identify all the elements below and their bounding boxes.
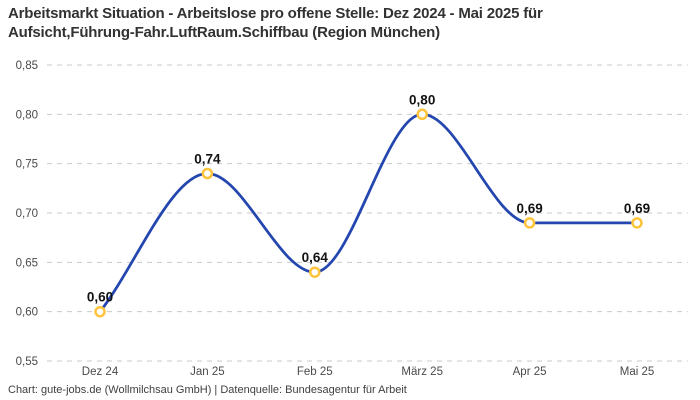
y-tick-label: 0,85 (16, 60, 38, 72)
data-point-label: 0,60 (87, 290, 113, 305)
data-point-marker[interactable] (94, 305, 106, 318)
y-tick-label: 0,75 (16, 159, 38, 171)
data-point-marker[interactable] (201, 167, 214, 180)
data-point-label: 0,69 (624, 201, 650, 216)
data-point-label: 0,80 (409, 92, 435, 107)
x-tick-label: Dez 24 (82, 366, 119, 378)
chart-attribution: Chart: gute-jobs.de (Wollmilchsau GmbH) … (8, 384, 407, 396)
y-tick-label: 0,65 (16, 257, 38, 269)
data-point-label: 0,64 (302, 250, 329, 265)
x-tick-label: März 25 (401, 366, 443, 378)
x-tick-label: Apr 25 (513, 366, 547, 378)
data-point-marker[interactable] (416, 108, 428, 121)
y-tick-label: 0,70 (16, 208, 38, 220)
chart-title: Arbeitsmarkt Situation - Arbeitslose pro… (8, 5, 543, 41)
x-tick-label: Mai 25 (620, 366, 655, 378)
x-tick-label: Jan 25 (190, 366, 225, 378)
data-point-marker[interactable] (523, 217, 536, 229)
data-point-label: 0,69 (516, 201, 542, 216)
data-point-marker[interactable] (631, 217, 643, 229)
x-tick-label: Feb 25 (297, 366, 333, 378)
data-point-marker[interactable] (309, 266, 321, 278)
y-tick-label: 0,80 (16, 109, 38, 121)
data-point-label: 0,74 (194, 152, 221, 167)
y-tick-label: 0,60 (16, 307, 38, 319)
y-tick-label: 0,55 (16, 356, 38, 368)
line-chart-svg: 0,55 0,60 0,65 0,70 0,75 0,80 0,85 Dez 24 Jan 25… (16, 60, 688, 378)
